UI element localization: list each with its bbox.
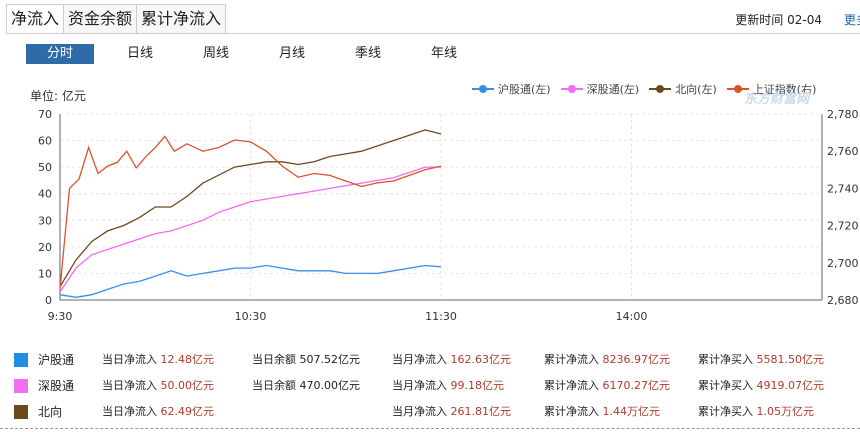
- y-right-tick-label: 2,700: [827, 257, 859, 270]
- tab-fund-balance[interactable]: 资金余额: [63, 4, 138, 34]
- bottom-divider: [0, 428, 860, 429]
- legend-label: 上证指数(右): [752, 83, 817, 96]
- y-left-tick-label: 10: [38, 267, 52, 280]
- stat-cell: 累计净买入 5581.50亿元: [698, 353, 824, 366]
- legend-sse-index[interactable]: 上证指数(右): [726, 81, 817, 97]
- period-yearly[interactable]: 年线: [430, 46, 457, 61]
- color-swatch: [14, 405, 28, 419]
- x-tick-label: 11:30: [425, 310, 457, 323]
- y-left-tick-label: 50: [38, 161, 52, 174]
- series-line-2: [59, 129, 442, 288]
- legend-label: 北向(左): [675, 83, 717, 96]
- stats-table: 沪股通 当日净流入 12.48亿元 当日余额 507.52亿元 当月净流入 16…: [14, 346, 838, 424]
- update-time-label: 更新时间: [735, 13, 784, 27]
- period-weekly[interactable]: 周线: [202, 46, 229, 61]
- x-tick-label: 14:00: [616, 310, 648, 323]
- y-right-tick-label: 2,740: [827, 182, 859, 195]
- table-row: 深股通 当日净流入 50.00亿元 当日余额 470.00亿元 当月净流入 99…: [14, 372, 838, 398]
- stat-cell: 当日余额 470.00亿元: [252, 379, 360, 392]
- row-name: 沪股通: [14, 346, 102, 372]
- row-name: 北向: [14, 398, 102, 424]
- period-monthly[interactable]: 月线: [278, 46, 305, 61]
- legend-label: 沪股通(左): [498, 83, 551, 96]
- y-right-tick-label: 2,760: [827, 145, 859, 158]
- watermark-logo: 东方财富网: [744, 92, 810, 107]
- y-right-tick-label: 2,720: [827, 220, 859, 233]
- y-left-tick-label: 30: [38, 214, 52, 227]
- x-tick-label: 10:30: [235, 310, 267, 323]
- table-row: 沪股通 当日净流入 12.48亿元 当日余额 507.52亿元 当月净流入 16…: [14, 346, 838, 372]
- stat-cell: 累计净买入 4919.07亿元: [698, 379, 824, 392]
- series-line-0: [59, 264, 442, 298]
- stat-cell: 累计净买入 1.05万亿元: [698, 405, 814, 418]
- legend-marker-icon: [560, 85, 583, 93]
- more-link[interactable]: 更多: [844, 13, 860, 27]
- table-row: 北向 当日净流入 62.49亿元 当月净流入 261.81亿元 累计净流入 1.…: [14, 398, 838, 424]
- tab-divider: [6, 33, 860, 34]
- legend-sh-connect[interactable]: 沪股通(左): [472, 81, 551, 97]
- legend-label: 深股通(左): [586, 83, 640, 96]
- row-name: 深股通: [14, 372, 102, 398]
- legend-marker-icon: [649, 85, 672, 93]
- stat-cell: 累计净流入 1.44万亿元: [544, 405, 660, 418]
- color-swatch: [14, 353, 28, 367]
- period-quarterly[interactable]: 季线: [354, 46, 381, 61]
- stat-cell: 累计净流入 8236.97亿元: [544, 353, 670, 366]
- stat-cell: 当月净流入 261.81亿元: [392, 405, 511, 418]
- legend-northbound[interactable]: 北向(左): [649, 81, 717, 97]
- stat-cell: 累计净流入 6170.27亿元: [544, 379, 670, 392]
- stat-cell: 当月净流入 162.63亿元: [392, 353, 511, 366]
- period-intraday[interactable]: 分时: [26, 44, 94, 64]
- y-left-tick-label: 60: [38, 135, 52, 148]
- y-left-tick-label: 20: [38, 241, 52, 254]
- tab-cumulative-inflow[interactable]: 累计净流入: [136, 4, 227, 34]
- y-left-tick-label: 70: [38, 108, 52, 121]
- stat-cell: 当日净流入 62.49亿元: [102, 405, 214, 418]
- y-right-tick-label: 2,680: [827, 294, 859, 307]
- update-time: 更新时间 02-04: [735, 11, 822, 28]
- stat-cell: 当日净流入 50.00亿元: [102, 379, 214, 392]
- series-line-3: [59, 135, 442, 289]
- x-tick-label: 9:30: [48, 310, 73, 323]
- stat-cell: 当日净流入 12.48亿元: [102, 353, 214, 366]
- legend-sz-connect[interactable]: 深股通(左): [560, 81, 640, 97]
- color-swatch: [14, 379, 28, 393]
- y-left-tick-label: 40: [38, 188, 52, 201]
- stat-cell: [252, 398, 392, 424]
- net-inflow-chart: 0 10 20 30 40 50 60 70 2,680 2,700 2,720 2,740 2,760…: [38, 108, 859, 323]
- stat-cell: 当月净流入 99.18亿元: [392, 379, 504, 392]
- legend-marker-icon: [726, 85, 749, 93]
- y-right-tick-label: 2,780: [827, 108, 859, 121]
- unit-label: 单位: 亿元: [30, 89, 86, 103]
- tab-net-inflow[interactable]: 净流入: [6, 4, 65, 34]
- update-time-value: 02-04: [787, 13, 822, 27]
- y-left-tick-label: 0: [45, 294, 52, 307]
- chart-legend: 沪股通(左) 深股通(左) 北向(左) 上证指数(右): [472, 81, 826, 97]
- stat-cell: 当日余额 507.52亿元: [252, 353, 360, 366]
- series-line-1: [59, 166, 441, 293]
- legend-marker-icon: [472, 85, 494, 93]
- period-selector: 分时 日线 周线 月线 季线 年线: [26, 44, 482, 64]
- period-daily[interactable]: 日线: [126, 46, 153, 61]
